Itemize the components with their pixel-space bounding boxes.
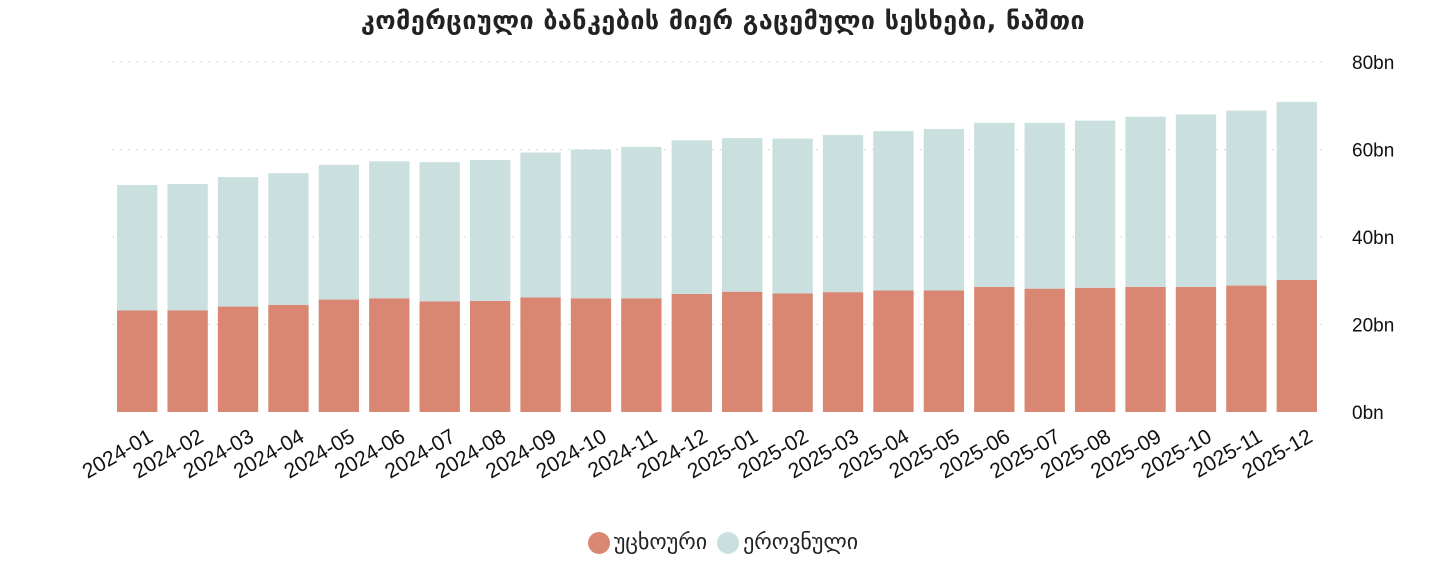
- y-tick-label: 40bn: [1352, 228, 1394, 249]
- bar-national-2024-04: [268, 173, 309, 305]
- bar-national-2024-08: [469, 160, 511, 301]
- bar-national-2025-11: [1226, 110, 1267, 286]
- bar-foreign-2024-12: [671, 293, 712, 412]
- bars: [117, 101, 1317, 412]
- y-axis: 0bn 20bn 40bn 60bn 80bn: [1352, 53, 1394, 424]
- legend-label-national: ეროვნული: [743, 530, 859, 555]
- bar-foreign-2024-01: [117, 310, 158, 412]
- bar-foreign-2024-05: [318, 299, 360, 412]
- bar-national-2024-05: [318, 164, 360, 300]
- bar-national-2024-10: [570, 149, 612, 299]
- y-tick-label: 60bn: [1352, 141, 1394, 162]
- bar-foreign-2025-04: [873, 290, 914, 412]
- bar-national-2025-03: [822, 135, 864, 293]
- chart-title: კომერციული ბანკების მიერ გაცემული სესხებ…: [360, 6, 1086, 35]
- y-tick-label: 80bn: [1352, 53, 1394, 74]
- bar-foreign-2025-07: [1024, 288, 1065, 412]
- bar-foreign-2025-01: [722, 291, 763, 412]
- bar-national-2025-06: [974, 122, 1015, 287]
- bar-foreign-2025-08: [1074, 287, 1116, 412]
- legend: უცხოური ეროვნული: [0, 530, 1446, 555]
- bar-foreign-2024-11: [621, 298, 662, 412]
- bar-national-2024-11: [621, 146, 662, 299]
- gridlines: [112, 61, 1322, 325]
- bar-foreign-2025-02: [772, 293, 813, 412]
- bar-national-2024-07: [419, 162, 460, 302]
- bar-foreign-2024-06: [369, 298, 410, 412]
- bar-foreign-2024-03: [217, 306, 259, 412]
- legend-item-national[interactable]: ეროვნული: [717, 530, 858, 555]
- bar-foreign-2025-11: [1226, 285, 1267, 412]
- bar-foreign-2025-12: [1276, 279, 1317, 412]
- legend-label-foreign: უცხოური: [613, 530, 708, 555]
- bar-national-2024-02: [167, 184, 208, 311]
- bar-national-2024-01: [117, 184, 158, 311]
- bar-national-2025-09: [1125, 116, 1166, 287]
- bar-foreign-2025-06: [974, 286, 1015, 412]
- y-tick-label: 20bn: [1352, 316, 1394, 337]
- bar-foreign-2025-10: [1175, 286, 1217, 412]
- bar-national-2024-03: [217, 177, 259, 307]
- bar-foreign-2024-04: [268, 304, 309, 412]
- bar-foreign-2024-02: [167, 310, 208, 412]
- bar-foreign-2024-10: [570, 298, 612, 412]
- x-axis: 2024-012024-022024-032024-042024-052024-…: [79, 425, 1317, 484]
- bar-foreign-2025-03: [822, 292, 864, 412]
- bar-national-2025-12: [1276, 101, 1317, 280]
- y-tick-label: 0bn: [1352, 403, 1384, 424]
- bar-national-2025-01: [722, 138, 763, 292]
- bar-national-2024-06: [369, 161, 410, 299]
- legend-item-foreign[interactable]: უცხოური: [587, 530, 708, 555]
- bar-national-2025-02: [772, 138, 813, 294]
- bar-foreign-2025-05: [923, 290, 965, 412]
- bar-national-2025-08: [1074, 120, 1116, 288]
- bar-national-2024-12: [671, 140, 712, 294]
- bar-national-2025-04: [873, 131, 914, 291]
- bar-foreign-2024-07: [419, 301, 460, 412]
- bar-foreign-2024-09: [520, 297, 561, 412]
- bar-foreign-2024-08: [469, 300, 511, 412]
- bar-national-2025-05: [923, 128, 965, 291]
- legend-swatch-national: [717, 531, 740, 554]
- bar-foreign-2025-09: [1125, 286, 1166, 412]
- bar-national-2025-10: [1175, 114, 1217, 287]
- bar-national-2025-07: [1024, 122, 1065, 289]
- legend-swatch-foreign: [587, 531, 610, 554]
- bar-national-2024-09: [520, 152, 561, 298]
